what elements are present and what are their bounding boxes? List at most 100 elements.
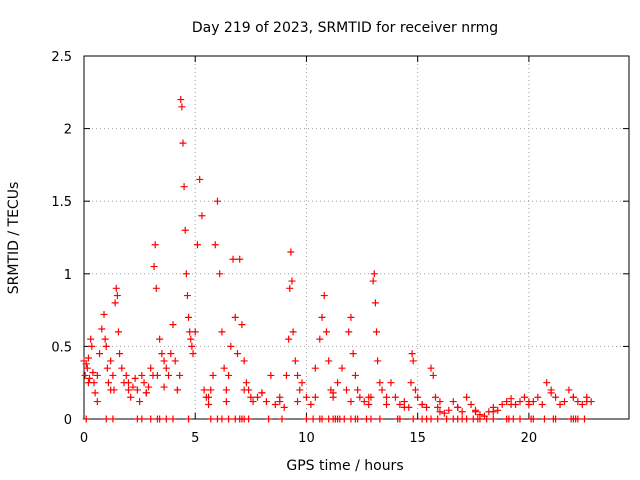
data-point <box>84 354 92 362</box>
data-point <box>581 415 589 423</box>
data-point <box>489 415 497 423</box>
data-point <box>396 415 404 423</box>
data-point <box>278 415 286 423</box>
data-point <box>347 398 355 406</box>
x-axis-label: GPS time / hours <box>286 458 403 474</box>
data-point <box>520 393 528 401</box>
data-point <box>276 393 284 401</box>
data-point <box>118 364 126 372</box>
data-point <box>267 371 275 379</box>
data-point <box>525 398 533 406</box>
grid-lines <box>84 56 629 419</box>
data-point <box>213 197 221 205</box>
data-point <box>365 400 373 408</box>
y-tick-labels: 0 0.5 1 1.5 2 2.5 <box>51 50 72 428</box>
data-point <box>286 284 294 292</box>
data-point <box>167 350 175 358</box>
x-tick-label: 0 <box>80 431 88 446</box>
data-point <box>162 364 170 372</box>
data-point <box>240 357 248 365</box>
data-point <box>443 415 451 423</box>
data-point <box>231 313 239 321</box>
data-point <box>463 415 471 423</box>
data-point <box>185 415 193 423</box>
data-point <box>89 369 97 377</box>
data-point <box>218 415 226 423</box>
data-point <box>387 379 395 387</box>
data-point <box>288 277 296 285</box>
data-point <box>225 415 233 423</box>
data-point <box>418 400 426 408</box>
data-point <box>114 328 122 336</box>
data-point <box>152 284 160 292</box>
data-point <box>309 415 317 423</box>
data-point <box>476 415 484 423</box>
data-point <box>151 241 159 249</box>
data-point <box>360 398 368 406</box>
data-point <box>179 139 187 147</box>
data-point <box>138 371 146 379</box>
data-point <box>494 406 502 414</box>
data-point <box>434 403 442 411</box>
data-point <box>429 371 437 379</box>
data-point <box>122 371 130 379</box>
data-point <box>411 386 419 394</box>
data-point <box>294 398 302 406</box>
data-point <box>111 299 119 307</box>
data-point <box>198 212 206 220</box>
data-point <box>169 321 177 329</box>
data-point <box>472 406 480 414</box>
data-point <box>334 379 342 387</box>
data-point <box>318 313 326 321</box>
data-point <box>100 310 108 318</box>
data-point <box>556 400 564 408</box>
data-point <box>102 415 110 423</box>
data-point <box>409 357 417 365</box>
data-point <box>271 400 279 408</box>
data-point <box>516 415 524 423</box>
data-point <box>351 371 359 379</box>
data-point <box>569 393 577 401</box>
data-point <box>205 400 213 408</box>
data-point <box>342 386 350 394</box>
data-point <box>467 400 475 408</box>
data-point <box>182 270 190 278</box>
data-point <box>547 389 555 397</box>
data-point <box>83 364 91 372</box>
data-point <box>294 371 302 379</box>
data-point <box>449 398 457 406</box>
data-point <box>516 398 524 406</box>
y-tick-label: 1 <box>64 268 72 283</box>
data-point <box>574 415 582 423</box>
data-point <box>282 371 290 379</box>
data-point <box>369 277 377 285</box>
data-point <box>113 292 121 300</box>
data-point <box>565 386 573 394</box>
data-point <box>507 400 515 408</box>
data-point <box>249 398 257 406</box>
data-point <box>311 364 319 372</box>
data-point <box>376 379 384 387</box>
data-point <box>147 364 155 372</box>
data-point <box>124 379 132 387</box>
data-point <box>483 415 491 423</box>
data-point <box>302 415 310 423</box>
data-point <box>302 393 310 401</box>
data-point <box>103 364 111 372</box>
data-point <box>156 335 164 343</box>
data-point <box>356 393 364 401</box>
data-point <box>98 325 106 333</box>
data-point <box>127 393 135 401</box>
data-point <box>93 398 101 406</box>
data-point <box>82 360 90 368</box>
data-point <box>340 415 348 423</box>
data-point <box>133 386 141 394</box>
data-point <box>220 364 228 372</box>
data-point <box>165 371 173 379</box>
data-point <box>131 374 139 382</box>
data-point <box>207 415 215 423</box>
data-point <box>311 393 319 401</box>
data-point <box>88 342 96 350</box>
data-point <box>414 393 422 401</box>
